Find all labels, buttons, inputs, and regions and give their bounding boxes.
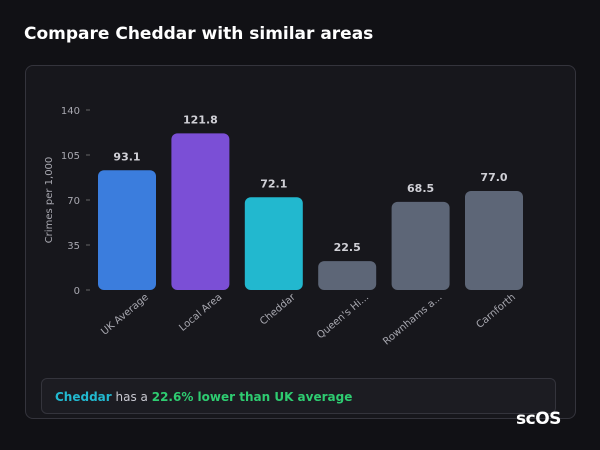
y-axis-label: Crimes per 1,000 (44, 157, 55, 244)
bar (318, 261, 377, 290)
y-tick-label: 105 (61, 151, 80, 162)
bar (171, 133, 230, 290)
value-label: 22.5 (334, 241, 361, 254)
y-tick-label: 70 (67, 196, 80, 207)
x-tick-label: UK Average (99, 292, 151, 338)
y-tick-label: 0 (74, 286, 80, 297)
value-label: 121.8 (183, 113, 218, 126)
page-title: Compare Cheddar with similar areas (24, 24, 374, 44)
value-label: 77.0 (480, 171, 507, 184)
bar (391, 201, 450, 290)
x-tick-label: Queen's Hi... (315, 292, 371, 341)
x-tick-label: Local Area (177, 292, 224, 334)
x-tick-label: Rownhams a... (381, 292, 444, 348)
value-label: 72.1 (260, 177, 287, 190)
summary-box: Cheddar has a 22.6% lower than UK averag… (41, 378, 556, 414)
value-label: 93.1 (113, 150, 140, 163)
bar (98, 170, 156, 290)
summary-area: Cheddar (55, 390, 112, 404)
x-tick-label: Carnforth (475, 292, 518, 331)
summary-text: has a (115, 390, 148, 404)
x-tick-label: Cheddar (258, 291, 298, 327)
value-label: 68.5 (407, 182, 434, 195)
brand-logo: scOS (516, 409, 561, 429)
summary-highlight: 22.6% lower than UK average (151, 390, 353, 404)
bar (465, 191, 523, 290)
y-tick-label: 35 (67, 241, 80, 252)
bar (244, 197, 303, 290)
y-tick-label: 140 (61, 106, 80, 117)
